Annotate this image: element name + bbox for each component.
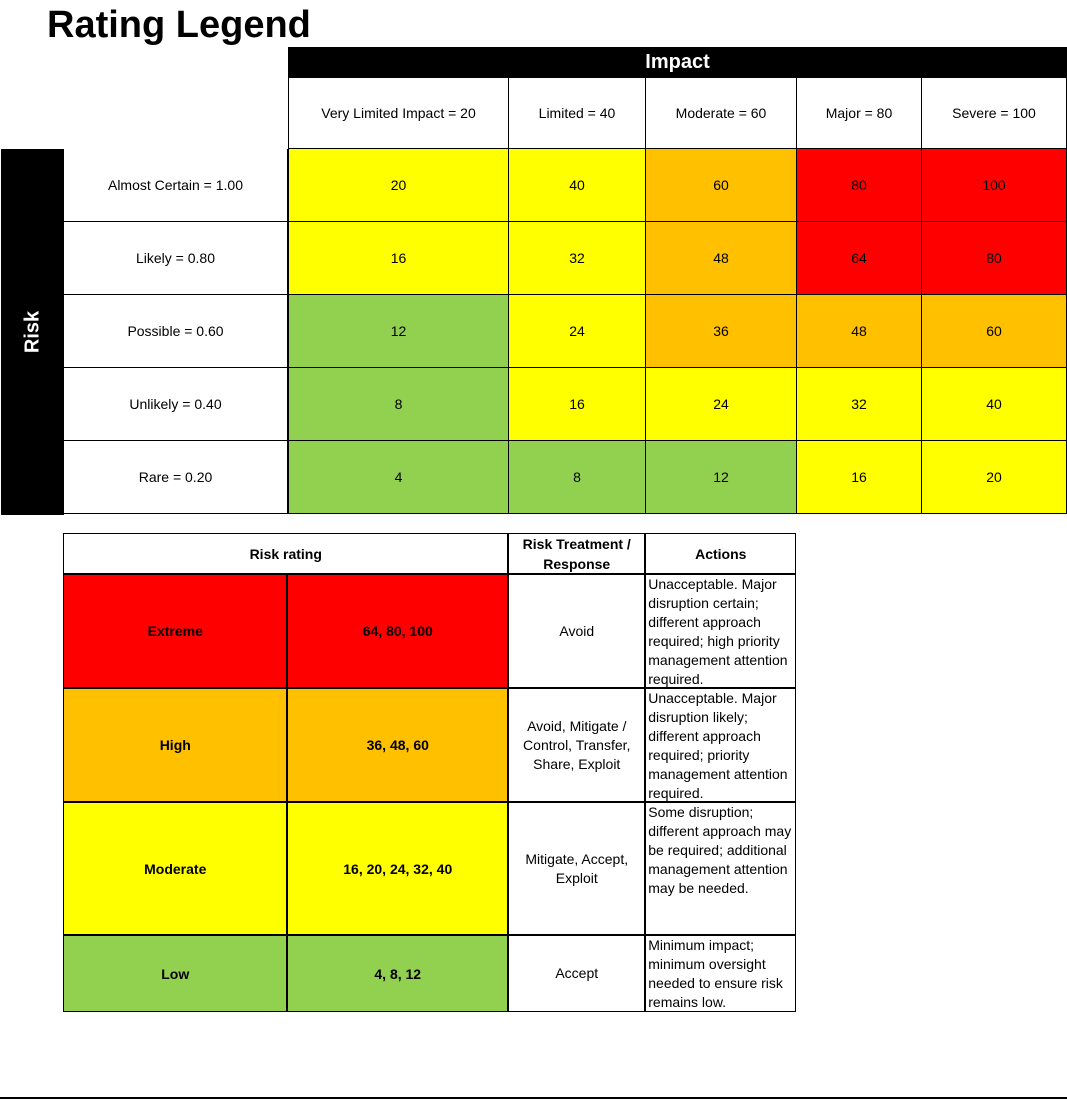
matrix-top-rule [288, 77, 1067, 78]
risk-score-range: 36, 48, 60 [287, 688, 509, 803]
risk-axis-bar: Risk [1, 149, 64, 515]
risk-actions: Unacceptable. Major disruption certain; … [645, 574, 797, 689]
matrix-cell: 24 [646, 368, 797, 441]
matrix-cell: 32 [509, 222, 646, 295]
matrix-cell: 64 [797, 222, 922, 295]
legend-header-actions: Actions [645, 533, 797, 575]
risk-score-range: 64, 80, 100 [287, 574, 509, 689]
impact-header-1: Very Limited Impact = 20 [288, 77, 509, 149]
likelihood-label: Rare = 0.20 [64, 441, 288, 514]
page-title: Rating Legend [47, 4, 311, 46]
impact-header-5: Severe = 100 [922, 77, 1067, 149]
risk-score-range: 4, 8, 12 [287, 935, 509, 1013]
impact-header-2: Limited = 40 [509, 77, 646, 149]
risk-level-label: Moderate [63, 802, 288, 936]
matrix-cell: 48 [646, 222, 797, 295]
risk-actions: Minimum impact; minimum oversight needed… [645, 935, 797, 1013]
risk-axis-label: Risk [21, 310, 43, 354]
matrix-cell: 60 [922, 295, 1067, 368]
matrix-cell: 8 [509, 441, 646, 514]
risk-actions: Unacceptable. Major disruption likely; d… [645, 688, 797, 803]
risk-treatment: Accept [508, 935, 646, 1013]
risk-actions: Some disruption; different approach may … [645, 802, 797, 936]
risk-treatment: Avoid [508, 574, 646, 689]
matrix-cell: 36 [646, 295, 797, 368]
risk-level-label: Low [63, 935, 288, 1013]
matrix-cell: 40 [509, 149, 646, 222]
matrix-cell: 80 [797, 149, 922, 222]
likelihood-label: Likely = 0.80 [64, 222, 288, 295]
matrix-cell: 16 [288, 222, 509, 295]
matrix-cell: 48 [797, 295, 922, 368]
matrix-cell: 100 [922, 149, 1067, 222]
matrix-cell: 16 [509, 368, 646, 441]
risk-level-label: High [63, 688, 288, 803]
matrix-cell: 80 [922, 222, 1067, 295]
matrix-cell: 12 [288, 295, 509, 368]
impact-header-4: Major = 80 [797, 77, 922, 149]
risk-level-label: Extreme [63, 574, 288, 689]
impact-header: Impact [288, 47, 1067, 77]
matrix-cell: 60 [646, 149, 797, 222]
matrix-cell: 12 [646, 441, 797, 514]
likelihood-label: Possible = 0.60 [64, 295, 288, 368]
likelihood-label: Unlikely = 0.40 [64, 368, 288, 441]
matrix-cell: 8 [288, 368, 509, 441]
matrix-cell: 4 [288, 441, 509, 514]
impact-header-3: Moderate = 60 [646, 77, 797, 149]
legend-header-rating: Risk rating [63, 533, 509, 575]
risk-score-range: 16, 20, 24, 32, 40 [287, 802, 509, 936]
matrix-cell: 40 [922, 368, 1067, 441]
matrix-cell: 24 [509, 295, 646, 368]
matrix-cell: 16 [797, 441, 922, 514]
matrix-cell: 20 [922, 441, 1067, 514]
matrix-cell: 20 [288, 149, 509, 222]
risk-treatment: Mitigate, Accept, Exploit [508, 802, 646, 936]
likelihood-label: Almost Certain = 1.00 [64, 149, 288, 222]
matrix-cell: 32 [797, 368, 922, 441]
page-divider [0, 1097, 1067, 1099]
risk-treatment: Avoid, Mitigate / Control, Transfer, Sha… [508, 688, 646, 803]
legend-header-treatment: Risk Treatment / Response [508, 533, 646, 575]
